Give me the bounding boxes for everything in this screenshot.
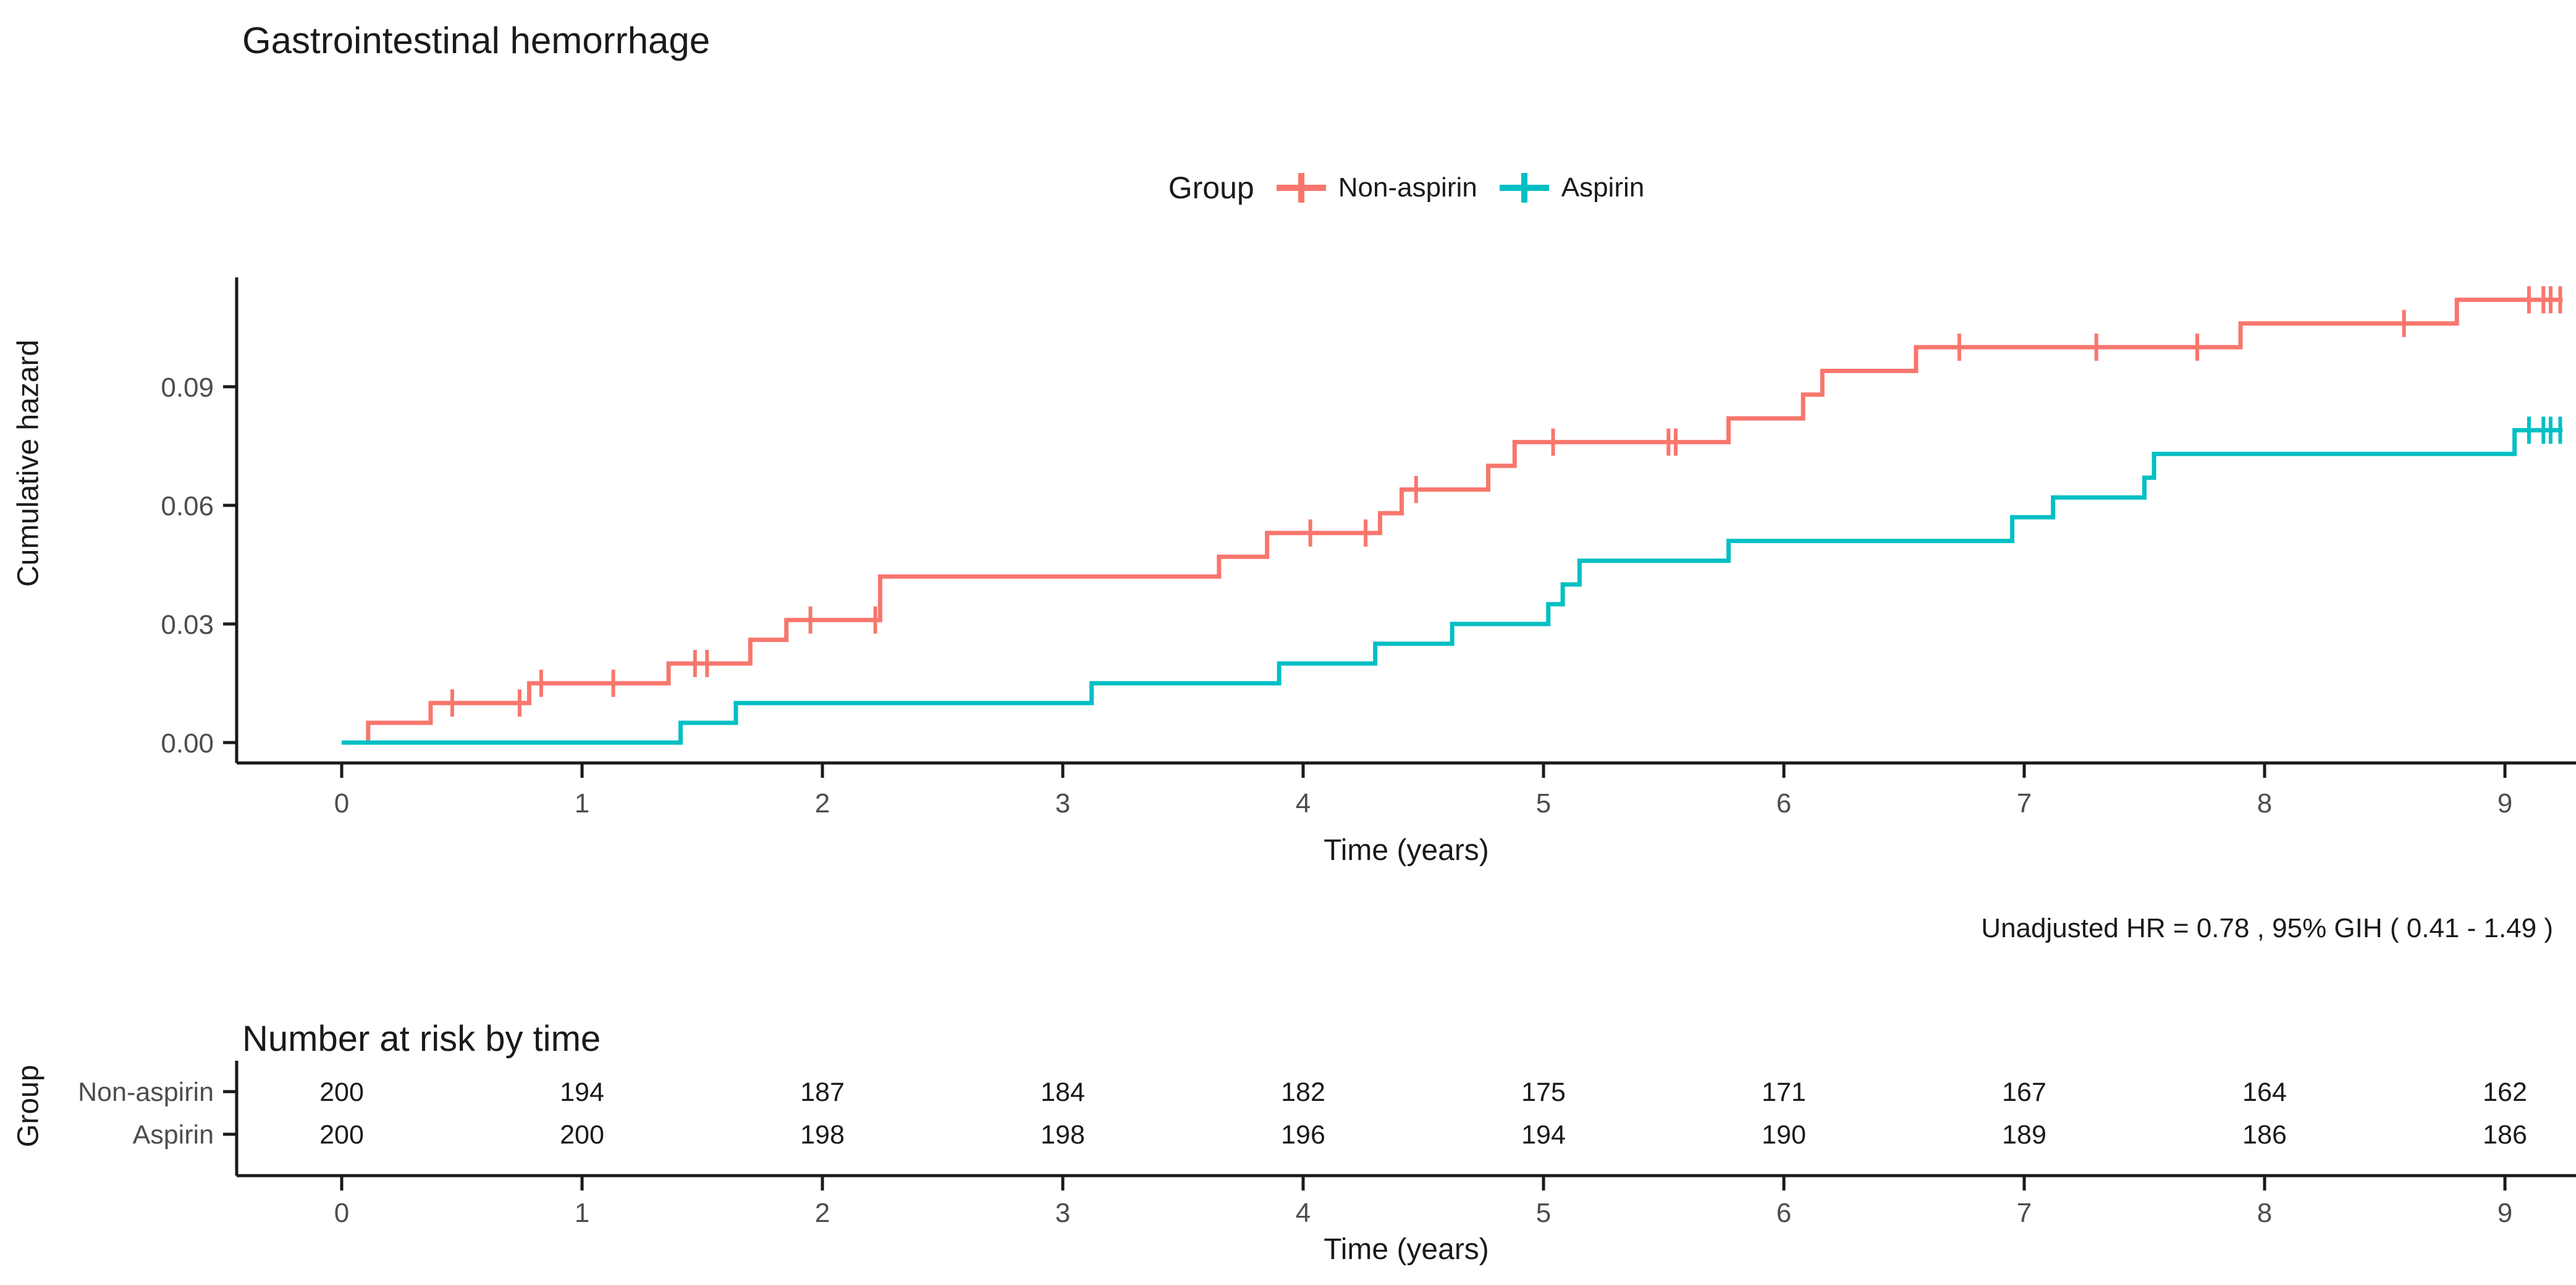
y-tick-label: 0.09 [161,373,214,403]
risk-x-tick-label: 1 [575,1198,589,1228]
x-tick-label: 4 [1296,788,1311,819]
risk-x-tick-label: 3 [1055,1198,1070,1228]
legend: Group Non-aspirin Aspirin [237,162,2576,214]
risk-table-title: Number at risk by time [242,1019,601,1059]
x-tick-label: 6 [1776,788,1791,819]
x-axis-title: Time (years) [1324,834,1489,867]
plus-line-key-icon [1276,173,1326,203]
risk-table-rows: Non-aspirin 200 194 187 184 182 175 171 167 164 16… [78,1077,2527,1150]
x-tick-label: 7 [2017,788,2032,819]
legend-label: Non-aspirin [1338,172,1477,203]
y-tick-label: 0.03 [161,610,214,640]
curve-aspirin [342,428,2563,745]
number-at-risk-table: Non-aspirin 200 194 187 184 182 175 171 167 164 16… [78,1061,2576,1266]
y-tick-label: 0.06 [161,491,214,521]
x-tick-label: 2 [815,788,830,819]
hazard-ratio-annotation: Unadjusted HR = 0.78 , 95% GIH ( 0.41 - … [1981,913,2553,943]
risk-x-tick-label: 6 [1776,1198,1791,1228]
risk-x-tick-label: 4 [1296,1198,1311,1228]
risk-count: 187 [800,1077,845,1107]
x-tick-label: 3 [1055,788,1070,819]
risk-count: 186 [2483,1120,2527,1150]
x-tick-label: 8 [2257,788,2272,819]
legend-title: Group [1168,171,1254,205]
x-tick-label: 5 [1536,788,1551,819]
risk-count: 200 [319,1120,364,1150]
risk-count: 164 [2242,1077,2287,1107]
risk-x-axis-ticks: 0 1 2 3 4 5 6 7 8 9 [334,1176,2512,1228]
risk-count: 198 [800,1120,845,1150]
chart-title: Gastrointestinal hemorrhage [242,20,711,61]
risk-count: 167 [2002,1077,2046,1107]
risk-x-tick-label: 5 [1536,1198,1551,1228]
risk-count: 184 [1041,1077,1085,1107]
x-tick-label: 0 [334,788,349,819]
y-axis-title: Cumulative hazard [12,339,45,588]
risk-x-tick-label: 2 [815,1198,830,1228]
risk-count: 189 [2002,1120,2046,1150]
x-tick-label: 9 [2498,788,2512,819]
x-axis-ticks: 0 1 2 3 4 5 6 7 8 9 [334,763,2512,819]
risk-count: 162 [2483,1077,2527,1107]
y-tick-label: 0.00 [161,728,214,759]
risk-row-label: Aspirin [133,1120,214,1150]
hazard-curves [342,286,2563,745]
risk-count: 198 [1041,1120,1085,1150]
risk-count: 186 [2242,1120,2287,1150]
x-tick-label: 1 [575,788,589,819]
risk-x-tick-label: 8 [2257,1198,2272,1228]
plus-line-key-icon [1499,173,1549,203]
y-axis-ticks: 0.00 0.03 0.06 0.09 [161,373,237,759]
risk-x-tick-label: 9 [2498,1198,2512,1228]
curve-non-aspirin [342,297,2563,745]
risk-count: 194 [560,1077,604,1107]
risk-count: 194 [1521,1120,1566,1150]
risk-count: 175 [1521,1077,1566,1107]
risk-x-tick-label: 7 [2017,1198,2032,1228]
legend-label: Aspirin [1561,172,1645,203]
risk-count: 171 [1762,1077,1806,1107]
risk-count: 190 [1762,1120,1806,1150]
risk-row-label: Non-aspirin [78,1077,214,1107]
risk-count: 200 [319,1077,364,1107]
legend-item-non-aspirin: Non-aspirin [1275,169,1477,206]
risk-count: 182 [1281,1077,1325,1107]
risk-x-axis-title: Time (years) [1324,1233,1489,1266]
risk-count: 200 [560,1120,604,1150]
cumulative-hazard-plot: 0.00 0.03 0.06 0.09 0 1 2 3 4 5 6 7 8 9 Time (years) [161,277,2576,867]
risk-count: 196 [1281,1120,1325,1150]
legend-item-aspirin: Aspirin [1498,169,1645,206]
risk-x-tick-label: 0 [334,1198,349,1228]
